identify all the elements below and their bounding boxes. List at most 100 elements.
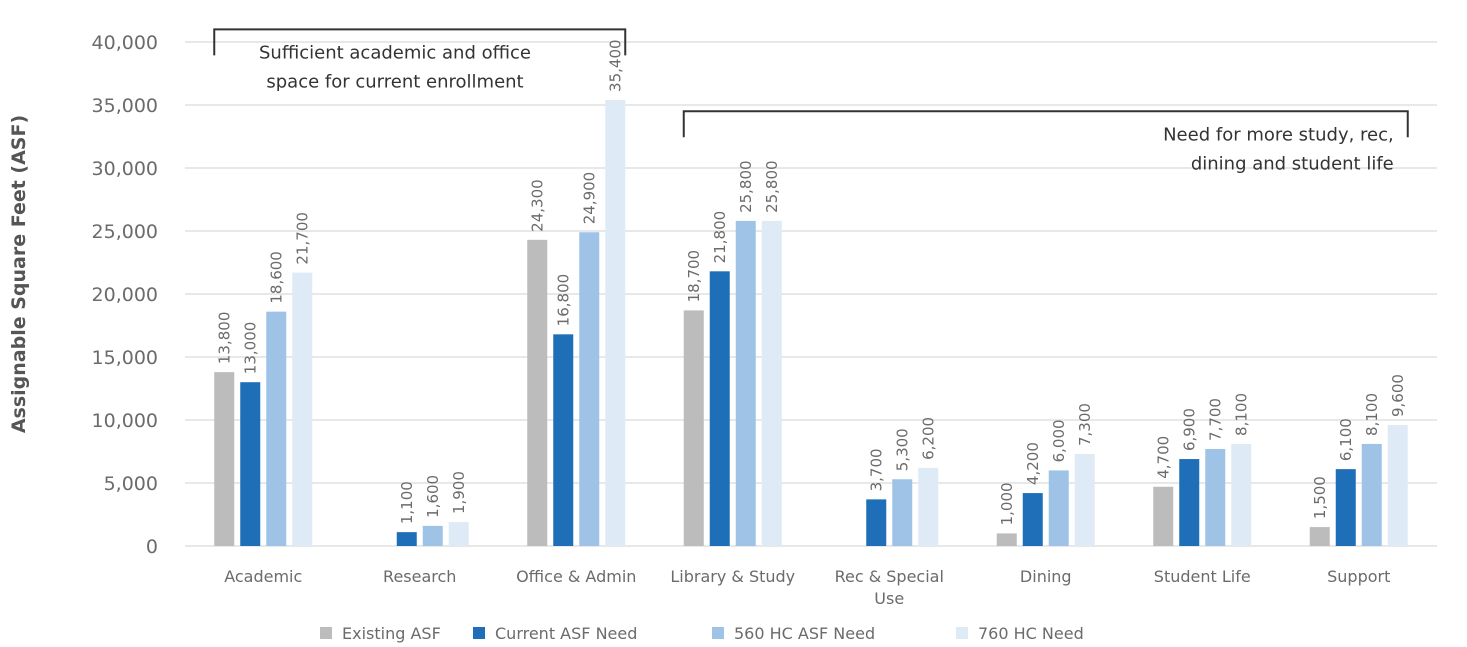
bar-560-hc-asf-need xyxy=(1205,448,1226,546)
data-label: 5,300 xyxy=(893,428,911,471)
annotation-text: space for current enrollment xyxy=(266,71,523,92)
legend: Existing ASF Current ASF Need 560 HC ASF N… xyxy=(320,624,1084,643)
bar-760-hc-need xyxy=(1387,425,1408,546)
data-label: 6,900 xyxy=(1180,408,1198,451)
data-label: 4,700 xyxy=(1154,436,1172,479)
data-label: 8,100 xyxy=(1232,393,1250,436)
y-tick-label: 0 xyxy=(146,536,158,558)
bars xyxy=(214,99,1408,547)
annotation-text: dining and student life xyxy=(1191,153,1394,174)
category-label: Student Life xyxy=(1154,567,1251,586)
data-label: 7,700 xyxy=(1206,398,1224,441)
data-label: 24,300 xyxy=(528,179,546,232)
data-label: 8,100 xyxy=(1363,393,1381,436)
legend-swatch xyxy=(712,627,724,639)
bar-current-asf-need xyxy=(553,334,574,546)
category-label: Rec & Special xyxy=(835,567,944,586)
y-tick-label: 5,000 xyxy=(104,473,158,495)
bar-560-hc-asf-need xyxy=(422,525,443,546)
category-label: Research xyxy=(383,567,456,586)
bar-760-hc-need xyxy=(1231,443,1252,546)
legend-label: 760 HC Need xyxy=(978,624,1084,643)
legend-label: 560 HC ASF Need xyxy=(734,624,875,643)
data-label: 3,700 xyxy=(867,448,885,491)
bar-760-hc-need xyxy=(448,522,469,546)
data-label: 1,600 xyxy=(424,475,442,518)
data-label: 6,200 xyxy=(919,417,937,460)
legend-swatch xyxy=(956,627,968,639)
data-label: 21,700 xyxy=(293,212,311,265)
category-label: Dining xyxy=(1020,567,1072,586)
bar-560-hc-asf-need xyxy=(266,311,287,546)
bar-current-asf-need xyxy=(709,271,730,546)
legend-swatch xyxy=(473,627,485,639)
bar-760-hc-need xyxy=(918,467,939,546)
gridlines xyxy=(185,41,1437,547)
annotation-bracket xyxy=(213,28,627,56)
data-label: 4,200 xyxy=(1024,442,1042,485)
legend-swatch xyxy=(320,627,332,639)
data-labels: 13,800 13,000 18,600 21,700 1,100 1,600 1,900 2… xyxy=(215,39,1407,525)
y-axis-tick-labels: 0 5,000 10,000 15,000 20,000 25,000 30,000 35,0… xyxy=(92,32,158,558)
data-label: 9,600 xyxy=(1389,374,1407,417)
data-label: 6,000 xyxy=(1050,419,1068,462)
y-tick-label: 25,000 xyxy=(92,221,158,243)
bar-760-hc-need xyxy=(1074,454,1095,546)
data-label: 25,800 xyxy=(737,160,755,213)
bar-current-asf-need xyxy=(240,382,261,546)
data-label: 13,000 xyxy=(241,322,259,375)
data-label: 25,800 xyxy=(763,160,781,213)
y-tick-label: 40,000 xyxy=(92,32,158,54)
bar-760-hc-need xyxy=(292,272,313,546)
category-label: Use xyxy=(874,589,904,608)
data-label: 18,600 xyxy=(267,251,285,304)
bar-existing-asf xyxy=(1153,486,1174,546)
bar-560-hc-asf-need xyxy=(892,479,913,546)
bar-existing-asf xyxy=(683,310,704,546)
legend-label: Existing ASF xyxy=(342,624,441,643)
bar-560-hc-asf-need xyxy=(735,220,756,547)
data-label: 13,800 xyxy=(215,312,233,365)
bar-560-hc-asf-need xyxy=(579,232,600,546)
data-label: 16,800 xyxy=(554,274,572,327)
data-label: 35,400 xyxy=(606,39,624,92)
annotation-text: Sufficient academic and office xyxy=(259,42,531,63)
data-label: 1,900 xyxy=(450,471,468,514)
data-label: 21,800 xyxy=(711,211,729,264)
y-tick-label: 35,000 xyxy=(92,95,158,117)
bar-560-hc-asf-need xyxy=(1361,443,1382,546)
bar-existing-asf xyxy=(214,372,235,546)
category-label: Support xyxy=(1327,567,1390,586)
annotation-bracket xyxy=(682,110,1409,138)
x-axis-category-labels: Academic Research Office & Admin Library & … xyxy=(224,567,1390,608)
data-label: 1,000 xyxy=(998,482,1016,525)
y-tick-label: 15,000 xyxy=(92,347,158,369)
bar-current-asf-need xyxy=(1022,493,1043,546)
bar-current-asf-need xyxy=(396,532,417,546)
legend-label: Current ASF Need xyxy=(495,624,637,643)
bar-current-asf-need xyxy=(866,499,887,546)
data-label: 18,700 xyxy=(685,250,703,303)
y-tick-label: 20,000 xyxy=(92,284,158,306)
y-tick-label: 30,000 xyxy=(92,158,158,180)
bar-existing-asf xyxy=(527,239,548,546)
annotation-text: Need for more study, rec, xyxy=(1163,124,1394,145)
bar-760-hc-need xyxy=(605,99,626,547)
data-label: 24,900 xyxy=(580,172,598,225)
category-label: Office & Admin xyxy=(516,567,636,586)
bar-existing-asf xyxy=(996,533,1017,546)
category-label: Library & Study xyxy=(670,567,795,586)
bar-existing-asf xyxy=(1309,527,1330,546)
data-label: 6,100 xyxy=(1337,418,1355,461)
y-tick-label: 10,000 xyxy=(92,410,158,432)
category-label: Academic xyxy=(224,567,302,586)
bar-current-asf-need xyxy=(1179,459,1200,546)
data-label: 1,500 xyxy=(1311,476,1329,519)
data-label: 1,100 xyxy=(398,481,416,524)
bar-760-hc-need xyxy=(761,220,782,547)
annotations: Sufficient academic and office space for … xyxy=(213,28,1409,174)
bar-current-asf-need xyxy=(1335,469,1356,546)
y-axis-label: Assignable Square Feet (ASF) xyxy=(8,115,30,433)
data-label: 7,300 xyxy=(1076,403,1094,446)
